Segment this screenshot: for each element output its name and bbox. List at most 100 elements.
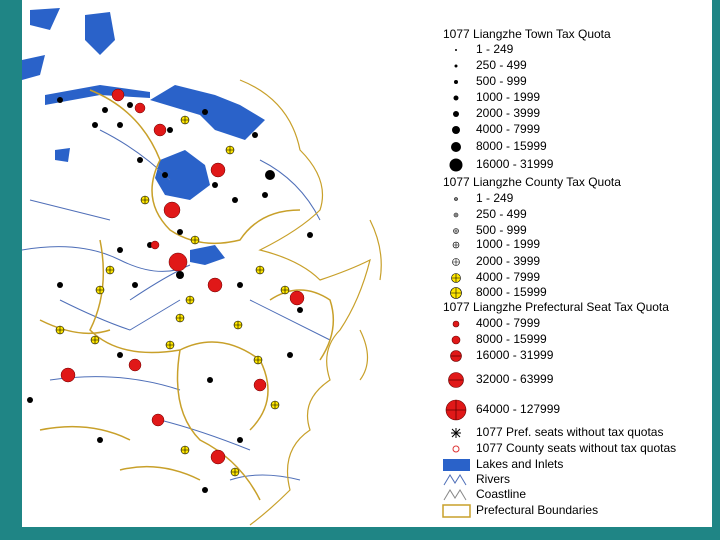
prefectural-seat-marker xyxy=(210,162,226,178)
town-marker xyxy=(307,232,313,238)
town-marker xyxy=(117,352,123,358)
county-marker xyxy=(185,295,195,305)
prefectural-seat-marker xyxy=(210,449,226,465)
county-marker xyxy=(105,265,115,275)
legend-label: 16000 - 31999 xyxy=(476,157,554,171)
legend-prefectural-symbol xyxy=(452,320,460,328)
county-marker xyxy=(180,115,190,125)
prefectural-seat-marker xyxy=(207,277,223,293)
map xyxy=(21,8,382,526)
prefectural-seat-marker xyxy=(168,252,188,272)
prefectural-seat-marker xyxy=(111,88,125,102)
legend-label: 8000 - 15999 xyxy=(476,139,547,153)
town-marker xyxy=(127,102,133,108)
county-marker xyxy=(253,355,263,365)
town-marker xyxy=(176,271,184,279)
legend-county-cross xyxy=(450,287,462,299)
town-marker xyxy=(92,122,98,128)
legend-label: 500 - 999 xyxy=(476,74,527,88)
town-marker xyxy=(162,172,168,178)
legend-county-cross xyxy=(452,258,460,266)
town-marker xyxy=(102,107,108,113)
prefectural-seat-marker xyxy=(289,290,305,306)
county-cross xyxy=(96,286,104,294)
legend-town-symbol xyxy=(455,49,457,51)
legend-label: 1077 Pref. seats without tax quotas xyxy=(476,425,663,439)
county-cross xyxy=(186,296,194,304)
county-cross xyxy=(256,266,264,274)
legend-section-title: 1077 Liangzhe Town Tax Quota xyxy=(443,27,611,41)
county-marker xyxy=(233,320,243,330)
town-marker xyxy=(167,127,173,133)
legend-label: 32000 - 63999 xyxy=(476,372,554,386)
county-marker xyxy=(230,467,240,477)
legend-label: 64000 - 127999 xyxy=(476,402,560,416)
legend-label: 250 - 499 xyxy=(476,58,527,72)
county-marker xyxy=(280,285,290,295)
legend-county-cross xyxy=(453,242,459,248)
county-marker xyxy=(55,325,65,335)
county-marker xyxy=(90,335,100,345)
legend-section-title: 1077 Liangzhe County Tax Quota xyxy=(443,175,621,189)
legend-label: 1077 County seats without tax quotas xyxy=(476,441,676,455)
legend-town-symbol xyxy=(454,64,458,68)
county-cross xyxy=(181,446,189,454)
county-marker xyxy=(270,400,280,410)
legend-label: 2000 - 3999 xyxy=(476,254,540,268)
town-marker xyxy=(137,157,143,163)
legend-town-symbol xyxy=(454,80,458,84)
county-cross xyxy=(254,356,262,364)
county-marker xyxy=(175,313,185,323)
town-marker xyxy=(207,377,213,383)
county-cross xyxy=(56,326,64,334)
legend-town-symbol xyxy=(453,95,459,101)
prefectural-seat-marker xyxy=(253,378,267,392)
county-cross xyxy=(231,468,239,476)
legend-county-cross xyxy=(453,228,459,234)
legend-label: 8000 - 15999 xyxy=(476,332,547,346)
town-marker xyxy=(232,197,238,203)
county-cross xyxy=(271,401,279,409)
town-marker xyxy=(27,397,33,403)
county-cross xyxy=(176,314,184,322)
town-marker xyxy=(57,97,63,103)
prefectural-seat-marker xyxy=(163,201,181,219)
county-marker xyxy=(255,265,265,275)
county-marker xyxy=(165,340,175,350)
legend-label: 2000 - 3999 xyxy=(476,106,540,120)
legend-label: 250 - 499 xyxy=(476,207,527,221)
legend-county-seat xyxy=(452,445,460,453)
legend-label: 1 - 249 xyxy=(476,191,514,205)
county-marker xyxy=(190,235,200,245)
town-marker xyxy=(262,192,268,198)
prefectural-seat-marker xyxy=(60,367,76,383)
legend-label: 1000 - 1999 xyxy=(476,90,540,104)
legend-label: Prefectural Boundaries xyxy=(476,503,598,517)
county-cross xyxy=(234,321,242,329)
town-marker xyxy=(297,307,303,313)
legend-town-symbol xyxy=(453,111,459,117)
prefectural-seat-marker xyxy=(150,240,160,250)
town-marker xyxy=(202,487,208,493)
county-marker xyxy=(95,285,105,295)
legend-section-title: 1077 Liangzhe Prefectural Seat Tax Quota xyxy=(443,300,669,314)
county-cross xyxy=(181,116,189,124)
county-cross xyxy=(166,341,174,349)
legend-county-cross xyxy=(454,213,458,217)
county-cross xyxy=(141,196,149,204)
legend-county-cross xyxy=(454,197,458,201)
county-cross xyxy=(226,146,234,154)
legend-label: 1000 - 1999 xyxy=(476,237,540,251)
prefectural-seat-marker xyxy=(134,102,146,114)
town-marker xyxy=(117,122,123,128)
prefectural-seat-marker xyxy=(128,358,142,372)
canvas xyxy=(22,0,712,527)
legend-coastline xyxy=(443,489,467,501)
legend-label: 1 - 249 xyxy=(476,42,514,56)
legend-river xyxy=(443,474,467,486)
legend-label: 4000 - 7999 xyxy=(476,316,540,330)
town-marker xyxy=(212,182,218,188)
